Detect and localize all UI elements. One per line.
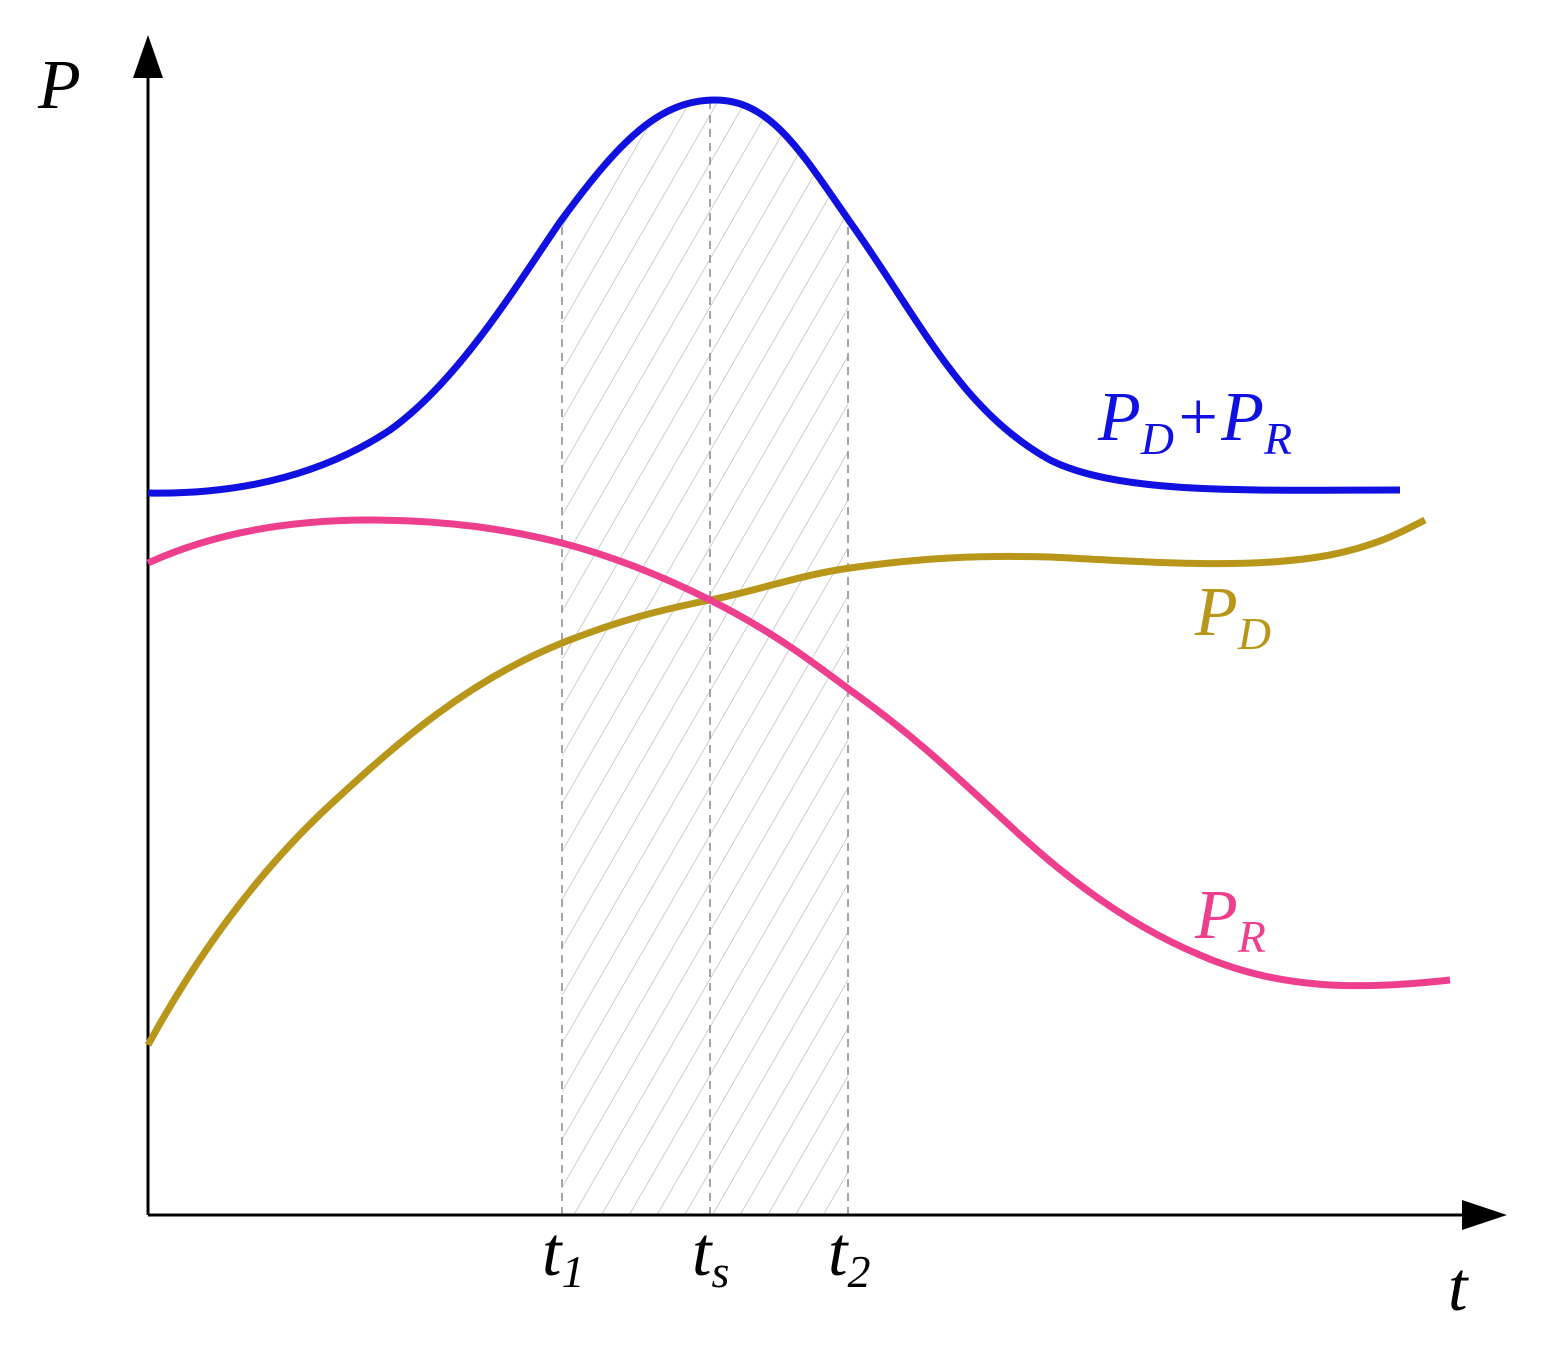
marker-label: t2 bbox=[828, 1214, 870, 1297]
subscript: R bbox=[1237, 911, 1266, 962]
base: +P bbox=[1174, 379, 1264, 456]
y-axis-label: P bbox=[37, 47, 81, 124]
marker-label: t1 bbox=[542, 1214, 584, 1297]
base: P bbox=[1194, 574, 1238, 651]
base: t bbox=[542, 1214, 563, 1291]
base: t bbox=[692, 1214, 713, 1291]
curve-label: PR bbox=[1194, 877, 1266, 962]
curve-sum bbox=[147, 96, 1401, 497]
x-arrow bbox=[1462, 1200, 1507, 1230]
subscript: s bbox=[711, 1246, 729, 1297]
x-axis-label: t bbox=[1448, 1249, 1469, 1326]
subscript: R bbox=[1263, 413, 1292, 464]
marker-label: ts bbox=[692, 1214, 729, 1297]
curve-pd bbox=[144, 516, 1427, 1047]
subscript: D bbox=[1140, 413, 1174, 464]
subscript: 2 bbox=[847, 1246, 870, 1297]
curve-pr bbox=[146, 516, 1451, 990]
axes bbox=[146, 70, 1470, 1217]
hatch-region bbox=[562, 100, 848, 1215]
marker-lines bbox=[561, 100, 849, 1215]
base: P bbox=[1097, 379, 1141, 456]
y-arrow bbox=[133, 35, 163, 78]
base: P bbox=[1194, 877, 1238, 954]
subscript: D bbox=[1237, 608, 1271, 659]
curve-label: PD bbox=[1194, 574, 1271, 659]
curve-label: PD+PR bbox=[1097, 379, 1292, 464]
base: t bbox=[828, 1214, 849, 1291]
subscript: 1 bbox=[561, 1246, 584, 1297]
